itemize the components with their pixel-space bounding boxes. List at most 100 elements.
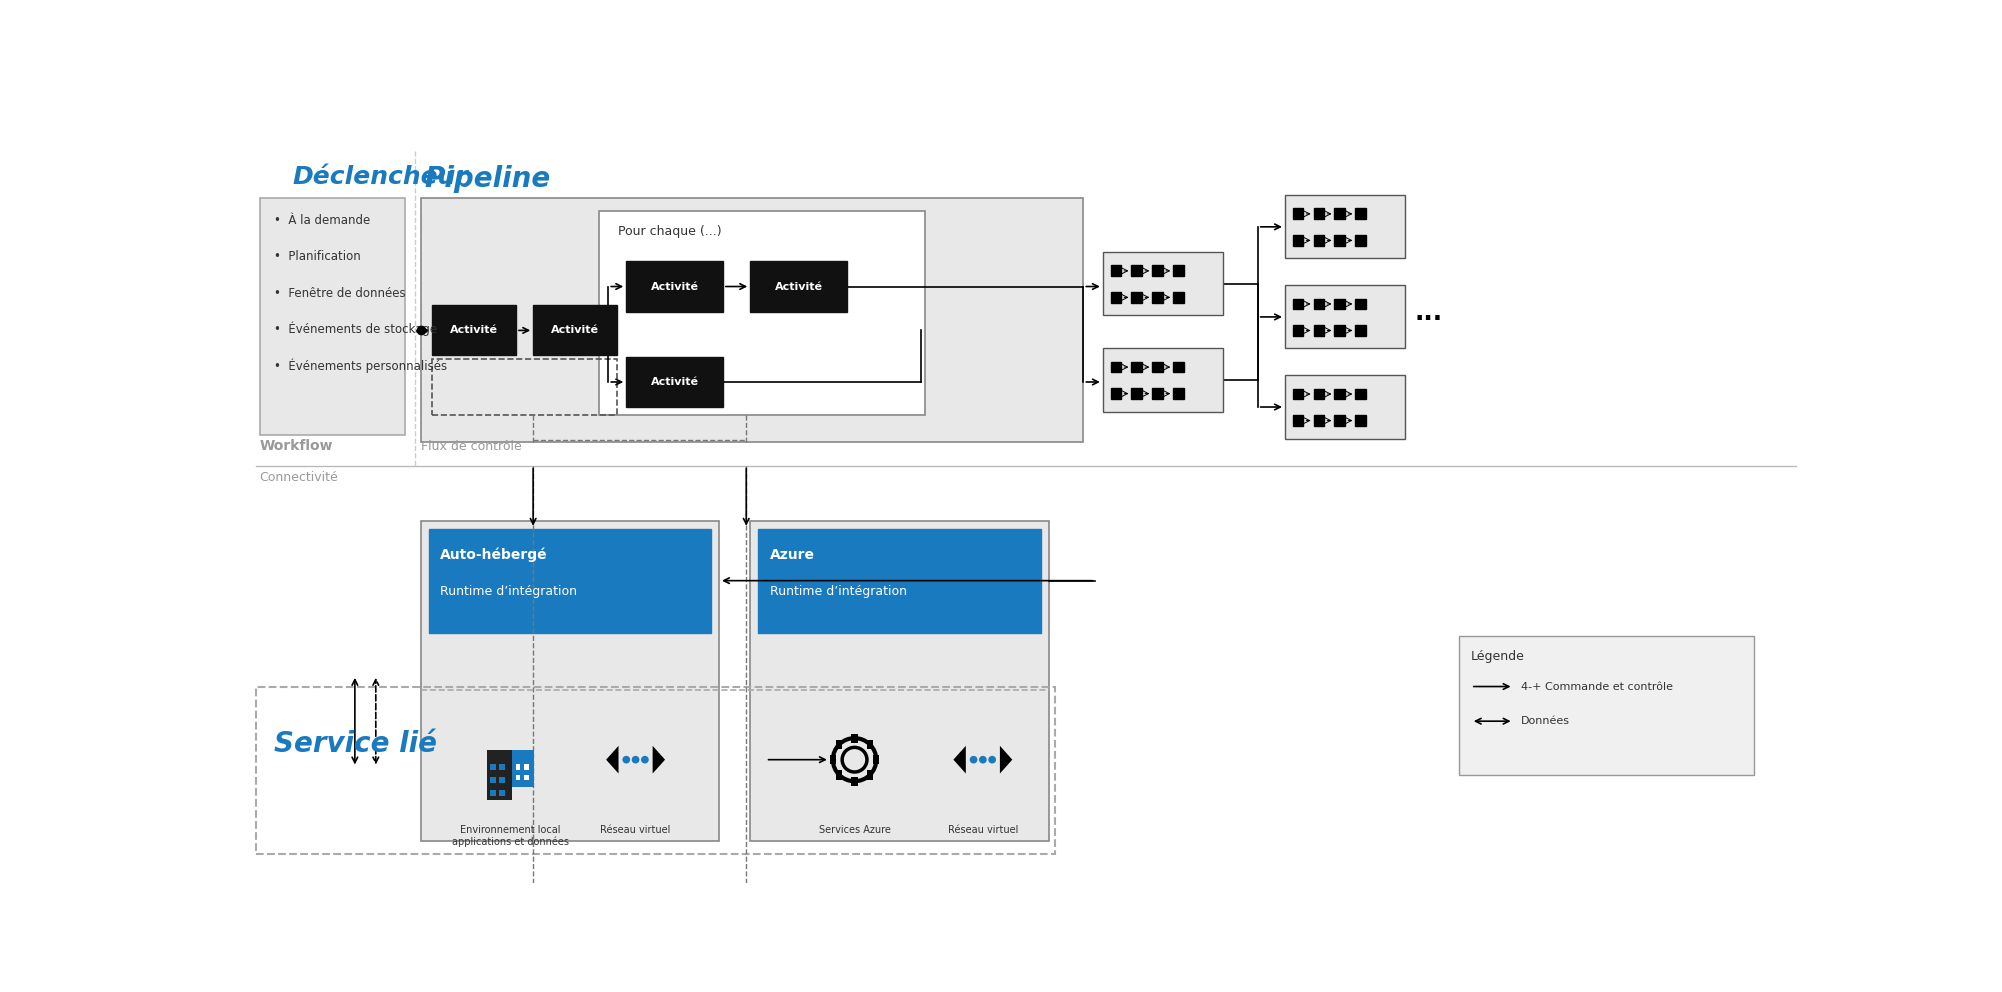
FancyBboxPatch shape xyxy=(1285,195,1405,258)
FancyBboxPatch shape xyxy=(513,750,533,787)
Polygon shape xyxy=(999,746,1013,774)
FancyBboxPatch shape xyxy=(1313,325,1325,336)
FancyBboxPatch shape xyxy=(1111,388,1121,399)
Text: Runtime d’intégration: Runtime d’intégration xyxy=(769,585,907,598)
FancyBboxPatch shape xyxy=(1131,292,1143,303)
Text: Activité: Activité xyxy=(651,377,699,387)
FancyBboxPatch shape xyxy=(1173,266,1183,276)
FancyBboxPatch shape xyxy=(1355,416,1365,426)
FancyBboxPatch shape xyxy=(1131,362,1143,372)
Text: Légende: Légende xyxy=(1471,651,1526,664)
FancyBboxPatch shape xyxy=(627,357,723,407)
FancyBboxPatch shape xyxy=(1111,292,1121,303)
FancyBboxPatch shape xyxy=(1293,208,1303,219)
FancyBboxPatch shape xyxy=(751,262,847,311)
FancyBboxPatch shape xyxy=(420,521,719,840)
FancyBboxPatch shape xyxy=(873,755,879,764)
Polygon shape xyxy=(607,746,619,774)
FancyBboxPatch shape xyxy=(1459,637,1754,775)
FancyBboxPatch shape xyxy=(1335,299,1345,310)
Text: Pipeline: Pipeline xyxy=(424,166,551,193)
FancyBboxPatch shape xyxy=(1313,416,1325,426)
FancyBboxPatch shape xyxy=(1335,416,1345,426)
Text: Activité: Activité xyxy=(775,282,823,292)
Polygon shape xyxy=(653,746,665,774)
FancyBboxPatch shape xyxy=(1131,388,1143,399)
FancyBboxPatch shape xyxy=(1313,208,1325,219)
FancyBboxPatch shape xyxy=(428,529,711,633)
Text: Activité: Activité xyxy=(450,325,498,335)
FancyBboxPatch shape xyxy=(627,262,723,311)
FancyBboxPatch shape xyxy=(1293,325,1303,336)
FancyBboxPatch shape xyxy=(432,306,517,355)
FancyBboxPatch shape xyxy=(533,306,617,355)
Text: Workflow: Workflow xyxy=(260,439,332,453)
FancyBboxPatch shape xyxy=(1293,416,1303,426)
FancyBboxPatch shape xyxy=(599,210,925,415)
FancyBboxPatch shape xyxy=(1111,362,1121,372)
FancyBboxPatch shape xyxy=(867,740,873,749)
Text: Azure: Azure xyxy=(769,548,815,561)
Text: Environnement local
applications et données: Environnement local applications et donn… xyxy=(452,825,569,847)
Text: •  Planification: • Planification xyxy=(274,250,360,263)
Text: Pour chaque (...): Pour chaque (...) xyxy=(619,224,723,237)
FancyBboxPatch shape xyxy=(490,790,496,796)
FancyBboxPatch shape xyxy=(751,521,1049,840)
Text: •  Événements personnalisés: • Événements personnalisés xyxy=(274,358,446,373)
FancyBboxPatch shape xyxy=(1355,389,1365,400)
FancyBboxPatch shape xyxy=(1355,235,1365,246)
FancyBboxPatch shape xyxy=(1285,375,1405,438)
Circle shape xyxy=(989,756,997,764)
FancyBboxPatch shape xyxy=(759,529,1041,633)
FancyBboxPatch shape xyxy=(1173,388,1183,399)
Text: Connectivité: Connectivité xyxy=(260,471,338,484)
Text: Données: Données xyxy=(1522,716,1570,726)
Text: Activité: Activité xyxy=(551,325,599,335)
Text: Déclencheur: Déclencheur xyxy=(292,166,468,189)
FancyBboxPatch shape xyxy=(1153,362,1163,372)
FancyBboxPatch shape xyxy=(517,764,521,770)
FancyBboxPatch shape xyxy=(1153,266,1163,276)
Text: Réseau virtuel: Réseau virtuel xyxy=(947,825,1019,835)
FancyBboxPatch shape xyxy=(1355,208,1365,219)
FancyBboxPatch shape xyxy=(490,764,496,770)
Circle shape xyxy=(623,756,631,764)
FancyBboxPatch shape xyxy=(490,777,496,783)
FancyBboxPatch shape xyxy=(1173,292,1183,303)
FancyBboxPatch shape xyxy=(1335,208,1345,219)
Circle shape xyxy=(633,756,639,764)
Text: 4-+ Commande et contrôle: 4-+ Commande et contrôle xyxy=(1522,682,1674,691)
Text: Services Azure: Services Azure xyxy=(819,825,891,835)
FancyBboxPatch shape xyxy=(1313,299,1325,310)
FancyBboxPatch shape xyxy=(1131,266,1143,276)
Text: Service lié: Service lié xyxy=(274,730,436,758)
Text: Activité: Activité xyxy=(651,282,699,292)
Circle shape xyxy=(641,756,649,764)
FancyBboxPatch shape xyxy=(1103,348,1223,412)
FancyBboxPatch shape xyxy=(1153,388,1163,399)
FancyBboxPatch shape xyxy=(837,740,843,749)
FancyBboxPatch shape xyxy=(1335,389,1345,400)
Text: Auto-hébergé: Auto-hébergé xyxy=(440,548,549,562)
Polygon shape xyxy=(953,746,965,774)
FancyBboxPatch shape xyxy=(851,777,857,786)
FancyBboxPatch shape xyxy=(260,197,404,434)
FancyBboxPatch shape xyxy=(420,197,1083,442)
FancyBboxPatch shape xyxy=(498,764,505,770)
FancyBboxPatch shape xyxy=(517,775,521,781)
FancyBboxPatch shape xyxy=(1293,299,1303,310)
FancyBboxPatch shape xyxy=(498,777,505,783)
FancyBboxPatch shape xyxy=(851,733,857,743)
FancyBboxPatch shape xyxy=(837,771,843,780)
Text: Réseau virtuel: Réseau virtuel xyxy=(601,825,671,835)
FancyBboxPatch shape xyxy=(867,771,873,780)
FancyBboxPatch shape xyxy=(1335,235,1345,246)
Text: ...: ... xyxy=(1413,302,1441,325)
FancyBboxPatch shape xyxy=(1153,292,1163,303)
Text: Runtime d’intégration: Runtime d’intégration xyxy=(440,585,577,598)
FancyBboxPatch shape xyxy=(1111,266,1121,276)
FancyBboxPatch shape xyxy=(525,775,529,781)
FancyBboxPatch shape xyxy=(1313,235,1325,246)
FancyBboxPatch shape xyxy=(486,750,513,800)
FancyBboxPatch shape xyxy=(1355,299,1365,310)
